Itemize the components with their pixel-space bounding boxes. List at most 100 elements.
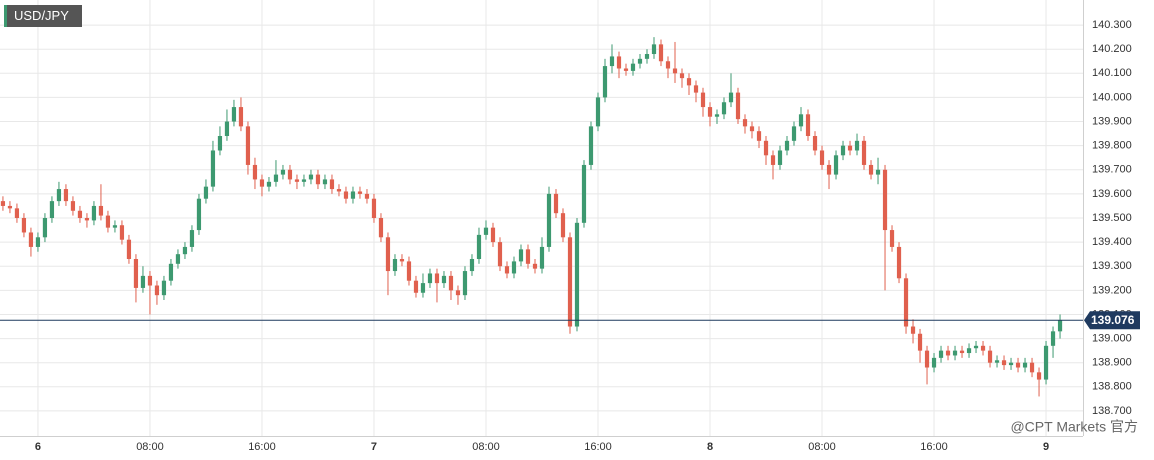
y-tick-label: 139.800: [1092, 140, 1132, 152]
candle-body: [609, 56, 615, 67]
last-price-tag: [1084, 311, 1140, 330]
candle-body: [994, 360, 1000, 363]
candle-body: [763, 140, 769, 156]
x-tick-label: 6: [35, 441, 41, 453]
candle-body: [574, 222, 580, 327]
candle-body: [630, 63, 636, 71]
candle-body: [1057, 320, 1063, 332]
y-tick-label: 139.400: [1092, 236, 1132, 248]
candle-body: [896, 246, 902, 279]
candle-body: [1022, 362, 1028, 368]
candles-layer: [0, 37, 1083, 397]
candle-body: [560, 213, 566, 238]
candle-body: [658, 44, 664, 62]
candle-body: [245, 126, 251, 165]
candle-body: [210, 150, 216, 187]
candle-body: [371, 198, 377, 218]
title-box: [4, 5, 82, 27]
candle-body: [532, 263, 538, 269]
candle-body: [147, 275, 153, 286]
x-tick-label: 08:00: [136, 441, 164, 453]
candle-body: [770, 155, 776, 165]
candle-body: [364, 193, 370, 199]
candle-body: [644, 54, 650, 59]
candle-body: [875, 169, 881, 175]
candle-body: [588, 126, 594, 165]
candle-body: [448, 275, 454, 291]
candle-body: [0, 201, 6, 206]
candle-body: [224, 121, 230, 137]
candle-body: [511, 261, 517, 274]
candle-body: [14, 208, 20, 218]
candle-body: [455, 290, 461, 296]
candle-body: [280, 169, 286, 175]
candle-body: [539, 246, 545, 269]
candle-body: [231, 107, 237, 122]
candle-body: [623, 68, 629, 71]
candle-body: [952, 350, 958, 356]
candle-body: [112, 225, 118, 228]
candle-body: [238, 107, 244, 127]
chart-title: USD/JPY: [14, 8, 69, 23]
candle-body: [1050, 331, 1056, 346]
candle-body: [259, 179, 265, 187]
y-tick-label: 139.700: [1092, 164, 1132, 176]
candle-body: [399, 258, 405, 262]
candle-body: [910, 326, 916, 334]
candle-body: [847, 145, 853, 151]
x-tick-label: 9: [1043, 441, 1049, 453]
candle-body: [1029, 362, 1035, 373]
y-tick-label: 139.300: [1092, 260, 1132, 272]
candle-body: [126, 239, 132, 259]
candle-body: [868, 164, 874, 175]
candle-body: [1015, 362, 1021, 368]
candle-body: [217, 136, 223, 151]
candle-body: [133, 258, 139, 288]
candle-body: [889, 230, 895, 247]
candle-body: [84, 218, 90, 221]
labels-layer: 138.700138.800138.900139.000139.100139.2…: [35, 19, 1140, 453]
candle-body: [749, 126, 755, 132]
candle-body: [924, 350, 930, 368]
y-tick-label: 139.000: [1092, 332, 1132, 344]
candle-body: [392, 258, 398, 272]
candle-body: [490, 227, 496, 243]
candle-body: [672, 68, 678, 74]
candle-body: [343, 191, 349, 199]
candle-body: [931, 357, 937, 368]
candle-body: [315, 174, 321, 185]
candle-body: [119, 225, 125, 240]
candle-body: [175, 254, 181, 264]
x-tick-label: 16:00: [584, 441, 612, 453]
x-tick-label: 16:00: [248, 441, 276, 453]
candle-body: [945, 350, 951, 356]
candle-body: [273, 174, 279, 182]
candle-body: [756, 131, 762, 141]
candle-body: [728, 92, 734, 103]
candle-body: [7, 205, 13, 209]
candle-body: [497, 242, 503, 267]
x-tick-label: 8: [707, 441, 713, 453]
candle-body: [917, 333, 923, 351]
candle-body: [518, 249, 524, 262]
candle-body: [413, 280, 419, 293]
candle-body: [903, 278, 909, 327]
candle-body: [168, 263, 174, 281]
candle-body: [602, 66, 608, 98]
candle-body: [483, 227, 489, 235]
candle-body: [462, 271, 468, 296]
candle-body: [651, 44, 657, 55]
candle-body: [1008, 362, 1014, 366]
candle-body: [714, 114, 720, 117]
y-tick-label: 140.100: [1092, 67, 1132, 79]
candle-body: [154, 285, 160, 296]
candle-body: [546, 193, 552, 247]
candle-body: [938, 350, 944, 358]
candle-body: [616, 56, 622, 69]
y-tick-label: 138.700: [1092, 405, 1132, 417]
candle-body: [686, 78, 692, 86]
title-accent: [4, 5, 7, 27]
y-tick-label: 138.900: [1092, 357, 1132, 369]
candle-body: [476, 234, 482, 259]
candle-body: [784, 140, 790, 151]
